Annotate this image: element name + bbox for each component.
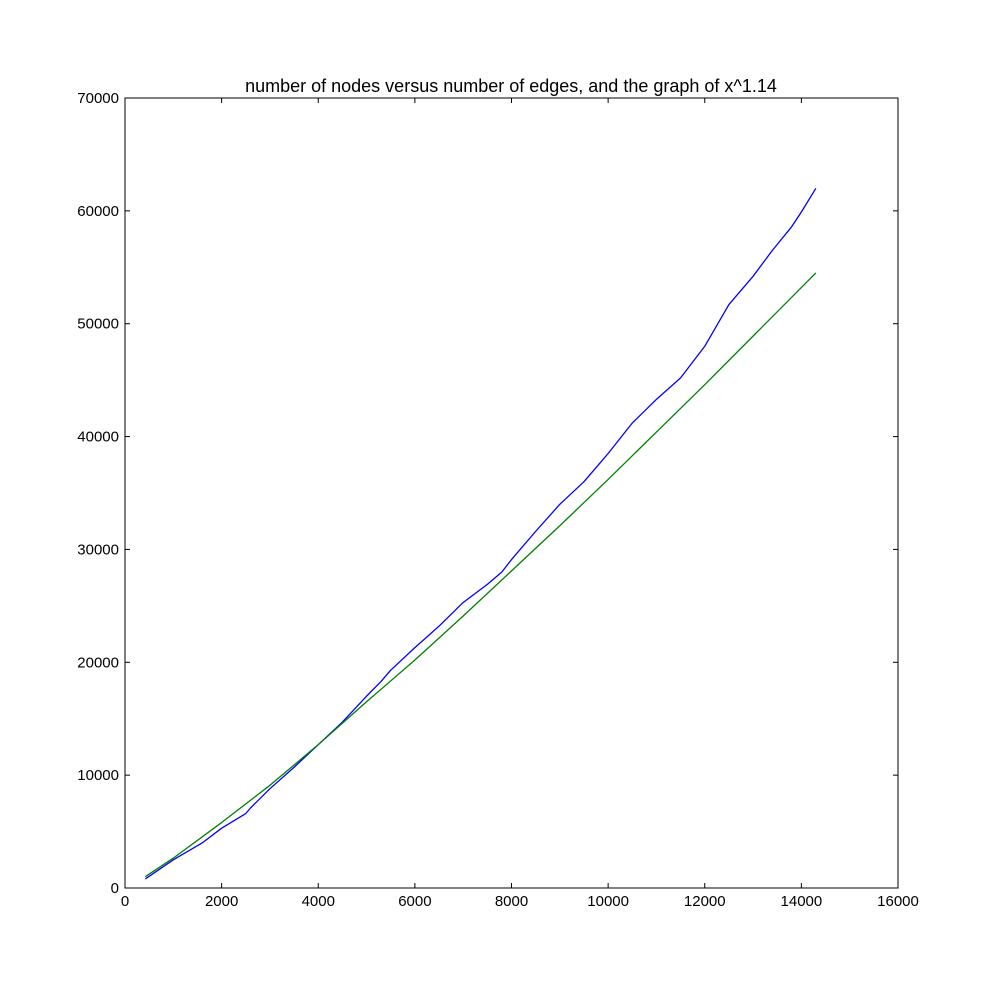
x-tick-label: 12000 (684, 893, 726, 910)
y-tick-label: 30000 (77, 541, 119, 558)
series-line-1 (144, 187, 817, 880)
y-tick-label: 50000 (77, 316, 119, 333)
x-tick-label: 8000 (495, 893, 528, 910)
series-layer (144, 187, 817, 880)
y-tick-label: 0 (111, 880, 119, 897)
ticks-layer: 0 2000 4000 6000 8000 10000 12000 14000 16000 0 10… (77, 90, 919, 910)
chart-title: number of nodes versus number of edges, … (245, 76, 777, 96)
y-tick-label: 70000 (77, 90, 119, 107)
x-tick-label: 16000 (877, 893, 919, 910)
y-tick-label: 20000 (77, 654, 119, 671)
x-tick-label: 6000 (398, 893, 431, 910)
x-tick-label: 0 (121, 893, 129, 910)
x-tick-label: 10000 (587, 893, 629, 910)
x-tick-label: 14000 (781, 893, 823, 910)
x-tick-label: 4000 (302, 893, 335, 910)
plot-frame (124, 97, 899, 889)
y-tick-label: 40000 (77, 429, 119, 446)
y-tick-label: 60000 (77, 203, 119, 220)
x-tick-label: 2000 (205, 893, 238, 910)
y-tick-label: 10000 (77, 767, 119, 784)
series-line-2 (144, 272, 817, 878)
